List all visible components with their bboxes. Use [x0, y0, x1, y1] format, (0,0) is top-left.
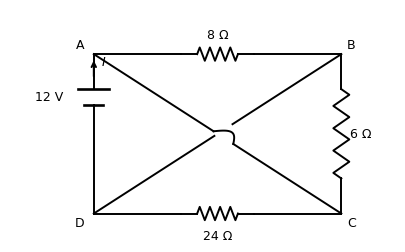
- Text: C: C: [346, 216, 355, 229]
- Text: D: D: [75, 216, 85, 229]
- Text: B: B: [346, 38, 354, 51]
- Text: 12 V: 12 V: [34, 91, 63, 104]
- Text: A: A: [76, 38, 85, 51]
- Text: I: I: [102, 55, 105, 69]
- Text: 24 Ω: 24 Ω: [202, 229, 232, 242]
- Text: 6 Ω: 6 Ω: [350, 128, 371, 141]
- Text: 8 Ω: 8 Ω: [206, 29, 228, 42]
